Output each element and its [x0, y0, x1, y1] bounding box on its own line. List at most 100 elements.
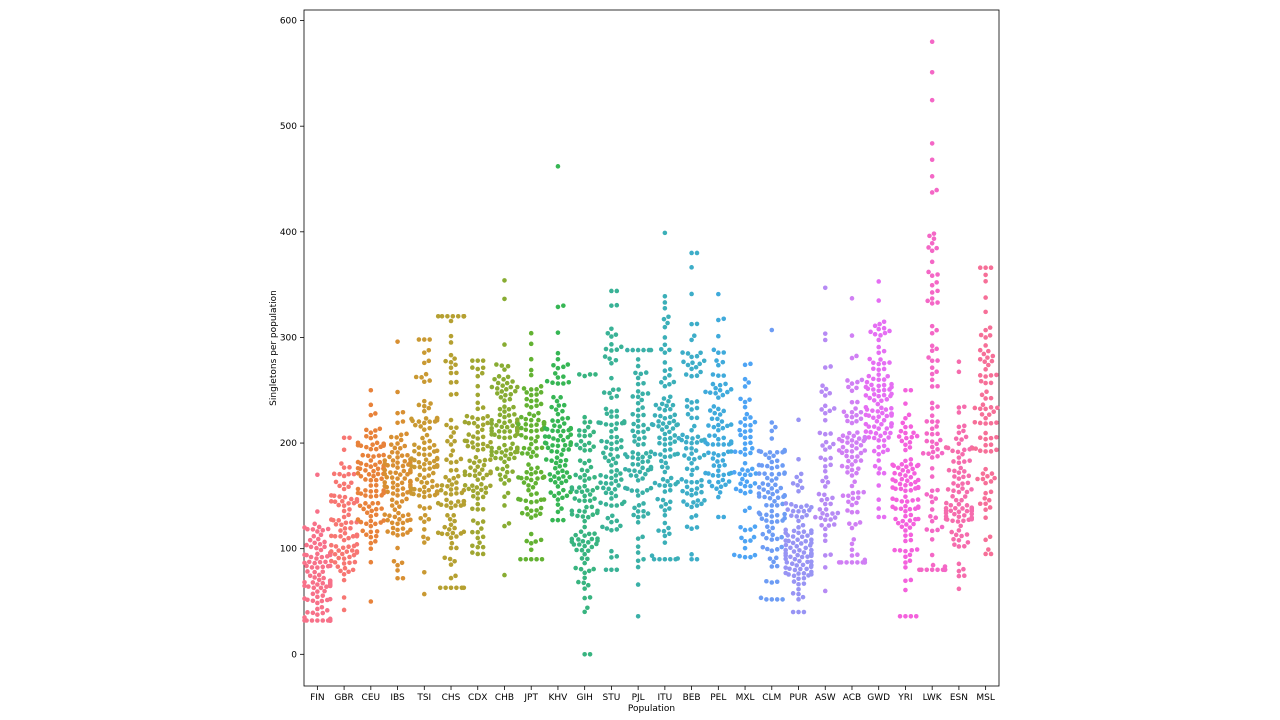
data-point-pur — [795, 482, 800, 488]
y-tick-label: 400 — [280, 228, 297, 238]
data-point-ibs — [394, 500, 399, 505]
data-point-yri — [890, 462, 895, 468]
data-point-stu — [602, 455, 608, 460]
data-point-gbr — [333, 544, 339, 549]
data-point-lwk — [929, 507, 935, 512]
data-point-lwk — [929, 282, 935, 288]
data-point-lwk — [931, 231, 937, 236]
data-point-lwk — [929, 296, 935, 301]
data-point-mxl — [748, 415, 753, 420]
data-point-jpt — [535, 465, 540, 471]
data-point-gwd — [881, 360, 887, 366]
data-point-clm — [756, 510, 762, 516]
data-point-lwk — [924, 419, 930, 424]
data-point-mxl — [742, 545, 748, 551]
y-tick-label: 0 — [291, 650, 297, 660]
data-point-gih — [582, 533, 587, 538]
data-point-ceu — [381, 488, 386, 493]
data-point-beb — [702, 498, 707, 503]
data-point-lwk — [924, 431, 930, 436]
data-point-gbr — [343, 520, 349, 526]
data-point-gih — [582, 498, 587, 504]
data-point-itu — [667, 488, 673, 493]
data-point-pur — [783, 501, 789, 506]
data-point-pel — [720, 458, 726, 463]
data-point-khv — [566, 379, 572, 385]
data-point-jpt — [528, 477, 534, 483]
data-point-clm — [765, 489, 771, 495]
data-point-clm — [769, 459, 775, 465]
data-point-yri — [897, 481, 903, 487]
data-point-cdx — [471, 460, 477, 466]
data-point-gih — [591, 566, 596, 572]
data-point-msl — [995, 405, 1000, 411]
data-point-stu — [598, 480, 603, 485]
data-point-acb — [840, 493, 846, 499]
data-point-beb — [689, 472, 694, 478]
data-point-acb — [849, 525, 855, 531]
data-point-pel — [721, 350, 727, 355]
data-point-stu — [604, 526, 610, 531]
x-tick-label-pjl: PJL — [632, 693, 645, 703]
data-point-chs — [458, 456, 464, 462]
data-point-lwk — [935, 527, 940, 533]
data-point-gbr — [336, 555, 342, 561]
data-point-gbr — [328, 533, 334, 539]
data-point-clm — [764, 524, 770, 529]
data-point-pel — [728, 449, 734, 454]
data-point-fin — [327, 578, 333, 583]
data-point-jpt — [528, 398, 534, 404]
data-point-ceu — [379, 476, 384, 482]
x-tick-label-chs: CHS — [442, 693, 461, 703]
data-point-esn — [951, 481, 956, 486]
data-point-acb — [853, 522, 858, 527]
data-point-pel — [728, 387, 734, 392]
data-point-acb — [849, 483, 855, 489]
data-point-lwk — [929, 406, 935, 411]
data-point-msl — [988, 479, 994, 484]
data-point-acb — [849, 454, 855, 460]
data-point-itu — [667, 454, 673, 459]
data-point-lwk — [939, 450, 945, 456]
data-point-clm — [774, 449, 780, 455]
data-point-itu — [675, 451, 680, 457]
data-point-itu — [652, 451, 658, 457]
data-point-chs — [444, 503, 449, 508]
data-point-yri — [903, 554, 908, 560]
data-point-itu — [658, 458, 664, 464]
data-point-gwd — [871, 376, 876, 382]
data-point-gwd — [881, 443, 887, 449]
data-point-jpt — [534, 499, 539, 504]
data-point-gwd — [863, 384, 869, 390]
data-point-cdx — [479, 482, 484, 487]
data-point-clm — [764, 475, 770, 481]
data-point-beb — [694, 321, 700, 327]
data-point-pjl — [634, 473, 639, 479]
data-point-esn — [951, 459, 956, 464]
data-point-itu — [663, 501, 669, 507]
data-point-lwk — [933, 496, 939, 501]
data-point-tsi — [418, 515, 423, 521]
data-point-gih — [590, 488, 596, 493]
data-point-beb — [694, 353, 700, 359]
data-point-lwk — [925, 298, 930, 304]
data-point-pel — [711, 424, 717, 430]
data-point-beb — [694, 503, 700, 508]
data-point-tsi — [421, 350, 427, 355]
data-point-gwd — [881, 392, 887, 398]
data-point-cdx — [480, 551, 486, 557]
data-point-gih — [576, 542, 582, 547]
data-point-ceu — [355, 490, 361, 496]
data-point-acb — [853, 406, 858, 411]
data-point-msl — [994, 372, 999, 378]
data-point-gbr — [347, 435, 352, 441]
data-point-ceu — [373, 533, 379, 539]
data-point-ibs — [400, 532, 406, 537]
data-point-gbr — [342, 526, 348, 531]
data-point-stu — [614, 527, 620, 532]
data-point-gwd — [876, 514, 882, 520]
data-point-fin — [302, 552, 307, 558]
data-point-khv — [560, 468, 565, 474]
data-point-gbr — [341, 556, 347, 561]
data-point-cdx — [475, 491, 481, 496]
